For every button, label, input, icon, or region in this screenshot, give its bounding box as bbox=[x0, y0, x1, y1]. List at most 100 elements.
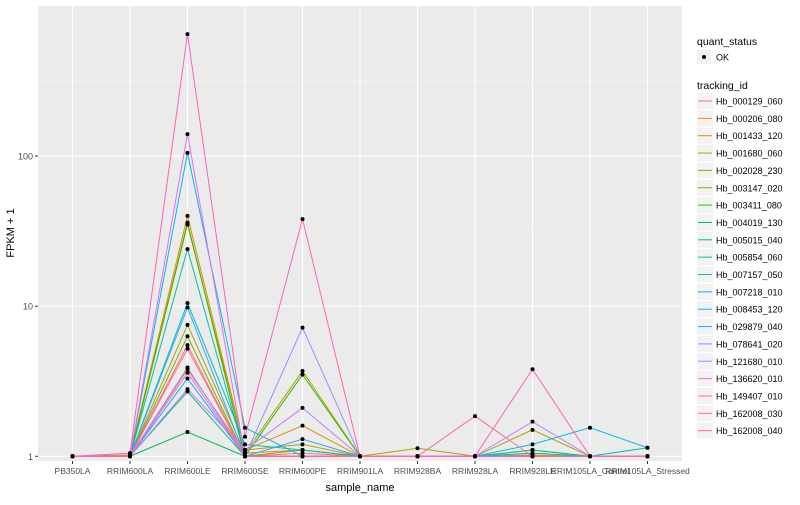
data-point bbox=[185, 213, 190, 218]
y-axis-title: FPKM + 1 bbox=[5, 208, 17, 257]
data-point bbox=[473, 414, 477, 419]
data-point bbox=[300, 423, 305, 428]
data-point bbox=[185, 334, 190, 339]
data-point bbox=[128, 454, 132, 459]
x-tick-label: RRIM600LA bbox=[107, 466, 154, 476]
tracking-id-legend-title: tracking_id bbox=[697, 80, 748, 92]
data-point bbox=[243, 434, 247, 439]
data-point bbox=[300, 405, 305, 410]
legend-label: Hb_005015_040 bbox=[716, 235, 783, 245]
data-point bbox=[185, 430, 190, 435]
y-tick-label: 1 bbox=[28, 452, 33, 462]
data-point bbox=[645, 454, 650, 459]
legend-label: Hb_121680_010 bbox=[716, 357, 783, 367]
y-tick-label: 100 bbox=[18, 152, 33, 162]
quant-status-legend-title: quant_status bbox=[697, 36, 757, 48]
data-point bbox=[128, 451, 132, 456]
data-point bbox=[185, 32, 190, 37]
data-point bbox=[243, 425, 247, 430]
legend-label: Hb_149407_010 bbox=[716, 391, 783, 401]
legend-label: Hb_005854_060 bbox=[716, 253, 783, 263]
legend-label: Hb_162008_040 bbox=[716, 426, 783, 436]
legend-label: Hb_078641_020 bbox=[716, 339, 783, 349]
data-point bbox=[185, 220, 190, 225]
data-point bbox=[185, 365, 190, 370]
legend-label: Hb_001680_060 bbox=[716, 149, 783, 159]
data-point bbox=[645, 445, 650, 450]
data-point bbox=[530, 448, 535, 453]
quant-status-legend-point bbox=[702, 55, 706, 59]
x-tick-label: RRIM600LE bbox=[164, 466, 211, 476]
data-point bbox=[70, 454, 75, 459]
quant-status-legend-label: OK bbox=[716, 53, 729, 63]
data-point bbox=[185, 376, 190, 381]
data-point bbox=[530, 451, 535, 456]
legend-label: Hb_008453_120 bbox=[716, 305, 783, 315]
data-point bbox=[473, 454, 477, 459]
data-point bbox=[415, 454, 420, 459]
x-tick-label: RRIM600PE bbox=[279, 466, 327, 476]
x-tick-label: RRIM928LE bbox=[509, 466, 556, 476]
data-point bbox=[300, 448, 305, 453]
data-point bbox=[243, 451, 247, 456]
legend-label: Hb_001433_120 bbox=[716, 131, 783, 141]
x-tick-label: RRIM928LA bbox=[452, 466, 499, 476]
data-point bbox=[588, 454, 592, 459]
legend-label: Hb_162008_030 bbox=[716, 409, 783, 419]
data-point bbox=[185, 343, 190, 348]
data-point bbox=[185, 322, 190, 327]
data-point bbox=[300, 372, 305, 377]
x-axis-title: sample_name bbox=[325, 482, 394, 494]
x-tick-label: RRIM105LA_Stressed bbox=[605, 466, 690, 476]
legend-label: Hb_004019_130 bbox=[716, 218, 783, 228]
data-point bbox=[243, 448, 247, 453]
data-point bbox=[300, 451, 305, 456]
data-point bbox=[185, 247, 190, 252]
data-point bbox=[185, 132, 190, 137]
x-tick-label: PB350LA bbox=[55, 466, 91, 476]
data-point bbox=[185, 305, 190, 310]
legend-label: Hb_000129_060 bbox=[716, 97, 783, 107]
legend: quant_status tracking_id OK Hb_000129_060… bbox=[697, 36, 783, 439]
data-points bbox=[70, 32, 650, 459]
legend-label: Hb_007157_050 bbox=[716, 270, 783, 280]
grid bbox=[38, 6, 682, 461]
data-point bbox=[300, 442, 305, 447]
data-point bbox=[415, 446, 420, 451]
data-point bbox=[358, 454, 362, 459]
data-point bbox=[185, 387, 190, 392]
x-tick-label: RRIM928BA bbox=[394, 466, 442, 476]
data-point bbox=[300, 368, 305, 373]
legend-label: Hb_003411_080 bbox=[716, 201, 782, 211]
data-point bbox=[530, 427, 535, 432]
data-point bbox=[185, 346, 190, 351]
legend-label: Hb_007218_010 bbox=[716, 287, 783, 297]
x-tick-label: RRIM901LA bbox=[337, 466, 384, 476]
data-point bbox=[243, 454, 247, 459]
data-point bbox=[530, 367, 535, 372]
data-point bbox=[300, 454, 305, 459]
data-point bbox=[185, 300, 190, 305]
x-axis: PB350LA RRIM600LA RRIM600LE RRIM600SE RRIM60… bbox=[55, 461, 690, 476]
data-point bbox=[185, 150, 190, 155]
legend-label: Hb_003147_020 bbox=[716, 183, 783, 193]
x-tick-label: RRIM105LA_Control bbox=[551, 466, 630, 476]
legend-label: Hb_002028_230 bbox=[716, 166, 783, 176]
y-tick-label: 10 bbox=[23, 302, 33, 312]
data-point bbox=[530, 419, 535, 424]
data-point bbox=[530, 442, 535, 447]
data-point bbox=[530, 454, 535, 459]
legend-label: Hb_000206_080 bbox=[716, 114, 783, 124]
legend-label: Hb_136620_010 bbox=[716, 374, 783, 384]
y-axis: 1 10 100 bbox=[18, 152, 38, 462]
data-point bbox=[300, 325, 305, 330]
data-point bbox=[243, 442, 247, 447]
x-tick-label: RRIM600SE bbox=[221, 466, 269, 476]
legend-label: Hb_029879_040 bbox=[716, 322, 783, 332]
data-point bbox=[588, 425, 592, 430]
data-point bbox=[300, 437, 305, 442]
data-point bbox=[185, 370, 190, 375]
data-point bbox=[300, 217, 305, 222]
